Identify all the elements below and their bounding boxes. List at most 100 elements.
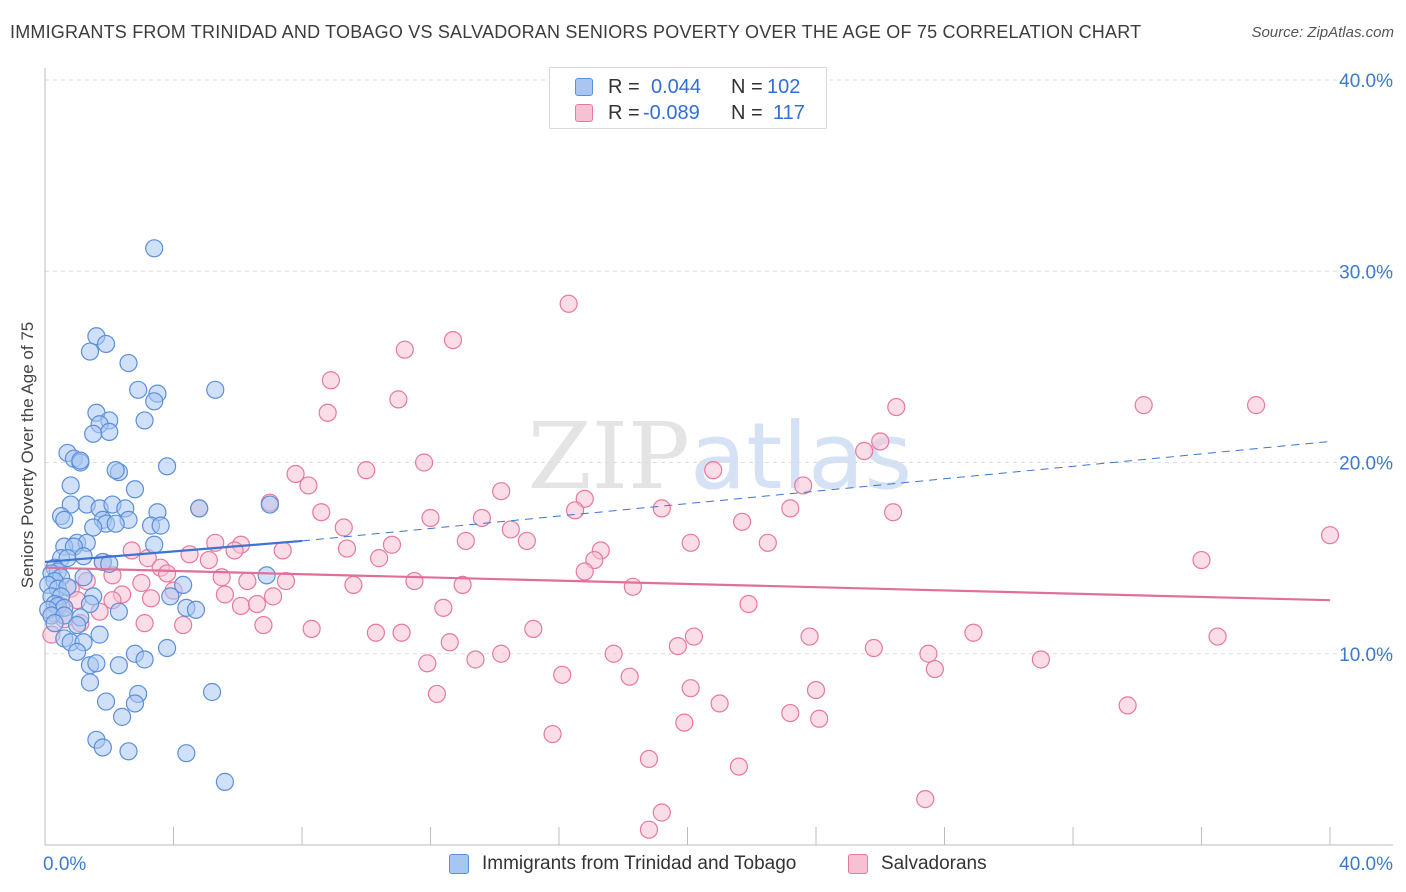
point-series-1-9: [145, 392, 164, 411]
point-series-2-3: [395, 340, 414, 359]
point-series-2-11: [855, 441, 874, 461]
point-series-2-54: [157, 564, 177, 583]
point-series-1-85: [68, 642, 87, 661]
trend-line-series-2: [44, 566, 1331, 602]
point-series-2-17: [492, 482, 511, 501]
point-series-1-65: [174, 575, 193, 595]
point-series-2-102: [418, 654, 437, 673]
n-value-1: 102: [767, 76, 801, 98]
point-series-2-5: [389, 390, 408, 409]
point-series-1-19: [71, 451, 90, 470]
point-series-2-101: [466, 650, 485, 669]
point-series-1-5: [119, 353, 138, 373]
r-label-2: R =: [608, 102, 640, 124]
point-series-1-33: [55, 510, 74, 529]
point-series-1-77: [186, 600, 206, 619]
point-series-2-40: [337, 539, 357, 558]
point-series-2-6: [318, 403, 337, 422]
point-series-2-16: [299, 476, 318, 495]
point-series-1-78: [45, 614, 64, 633]
point-series-2-95: [668, 636, 687, 656]
point-series-2-89: [964, 623, 983, 642]
point-series-2-92: [800, 627, 819, 646]
point-series-2-91: [684, 627, 704, 646]
point-series-1-101: [215, 772, 234, 791]
point-series-2-96: [864, 638, 883, 658]
point-series-1-87: [87, 654, 106, 673]
n-label-1: N =: [731, 76, 763, 98]
point-series-2-119: [639, 820, 659, 839]
point-series-1-23: [61, 476, 80, 495]
point-series-2-63: [453, 575, 472, 595]
r-label-1: R =: [608, 76, 640, 98]
point-series-2-53: [575, 562, 594, 581]
point-series-2-22: [312, 503, 331, 522]
point-series-2-104: [553, 665, 572, 684]
n-label-2: N =: [731, 102, 763, 124]
y-tick-label-2: 20.0%: [1339, 454, 1393, 475]
point-series-1-20: [157, 457, 177, 476]
point-series-2-106: [681, 679, 700, 698]
point-series-2-36: [1320, 526, 1340, 545]
point-series-2-88: [524, 619, 543, 638]
chart-source: Source: ZipAtlas.com: [1251, 24, 1394, 41]
point-series-2-30: [334, 518, 353, 537]
point-series-2-62: [344, 575, 363, 595]
point-series-1-93: [202, 682, 222, 702]
point-series-2-23: [565, 501, 585, 520]
point-series-2-87: [392, 623, 411, 642]
point-series-1-31: [190, 499, 209, 518]
point-series-2-85: [302, 619, 321, 638]
point-series-1-90: [135, 650, 154, 669]
r-value-1: 0.044: [651, 76, 702, 98]
point-series-2-15: [286, 464, 305, 484]
point-series-2-86: [366, 623, 385, 642]
series-1-swatch: [575, 78, 593, 96]
point-series-2-13: [704, 461, 723, 480]
watermark: ZIPatlas: [528, 403, 913, 510]
point-series-1-8: [206, 380, 225, 399]
point-series-2-99: [919, 644, 938, 663]
point-series-2-112: [810, 709, 829, 728]
point-series-2-115: [639, 749, 659, 769]
point-series-2-118: [652, 803, 671, 822]
point-series-1-98: [93, 738, 112, 757]
point-series-1-94: [96, 692, 116, 711]
series-2-swatch: [575, 104, 593, 122]
point-series-1-88: [109, 656, 128, 675]
stats-legend: R = 0.044 N = 102 R = -0.089 N = 117: [549, 67, 827, 129]
r-value-2: -0.089: [643, 102, 700, 124]
point-series-2-69: [215, 585, 234, 604]
point-series-2-110: [710, 694, 729, 713]
point-series-2-97: [492, 644, 511, 663]
point-series-2-50: [199, 550, 218, 570]
point-series-2-113: [675, 713, 694, 732]
point-series-2-57: [276, 571, 296, 591]
point-series-2-103: [925, 659, 944, 679]
point-series-2-58: [405, 571, 424, 591]
point-series-2-31: [501, 520, 520, 539]
point-series-2-26: [883, 503, 903, 522]
point-series-2-39: [382, 535, 402, 554]
point-series-2-27: [421, 508, 440, 528]
point-series-2-74: [247, 594, 267, 614]
point-series-1-40: [84, 518, 103, 537]
point-series-2-114: [543, 724, 562, 744]
point-series-2-47: [370, 549, 389, 568]
legend-swatch-trinidad: [449, 854, 469, 874]
point-series-1-39: [151, 516, 170, 535]
point-series-1-3: [96, 334, 116, 354]
trend-line-series-1: [44, 539, 303, 564]
chart-title: IMMIGRANTS FROM TRINIDAD AND TOBAGO VS S…: [10, 22, 1142, 42]
point-series-1-99: [119, 742, 138, 761]
point-series-1-24: [125, 480, 145, 499]
point-series-1-91: [80, 673, 100, 692]
point-series-2-8: [1134, 396, 1153, 415]
point-series-1-42: [145, 535, 164, 554]
x-tick-label-1: 0.0%: [43, 854, 86, 875]
point-series-2-67: [263, 587, 283, 606]
point-series-2-90: [1208, 627, 1227, 646]
point-series-2-107: [427, 684, 447, 704]
point-series-2-33: [456, 531, 475, 551]
